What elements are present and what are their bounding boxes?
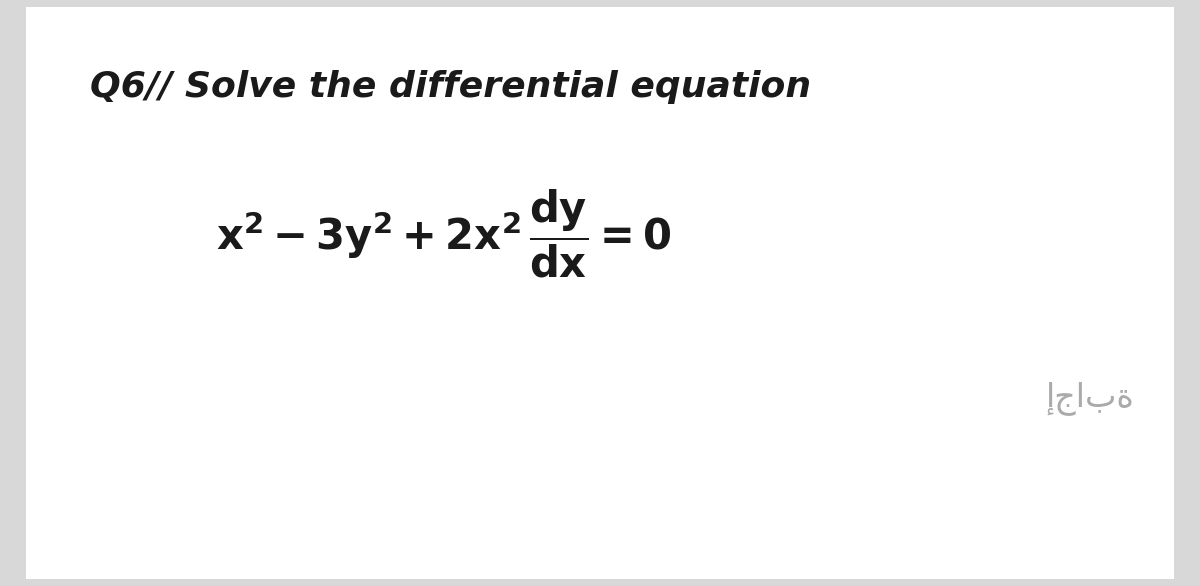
Text: Q6// Solve the differential equation: Q6// Solve the differential equation — [90, 70, 811, 104]
FancyBboxPatch shape — [26, 7, 1174, 579]
Text: $\mathbf{x^2 - 3y^2 + 2x^2\,\dfrac{dy}{dx} = 0}$: $\mathbf{x^2 - 3y^2 + 2x^2\,\dfrac{dy}{d… — [216, 188, 672, 281]
Text: إجابة: إجابة — [1045, 381, 1134, 415]
